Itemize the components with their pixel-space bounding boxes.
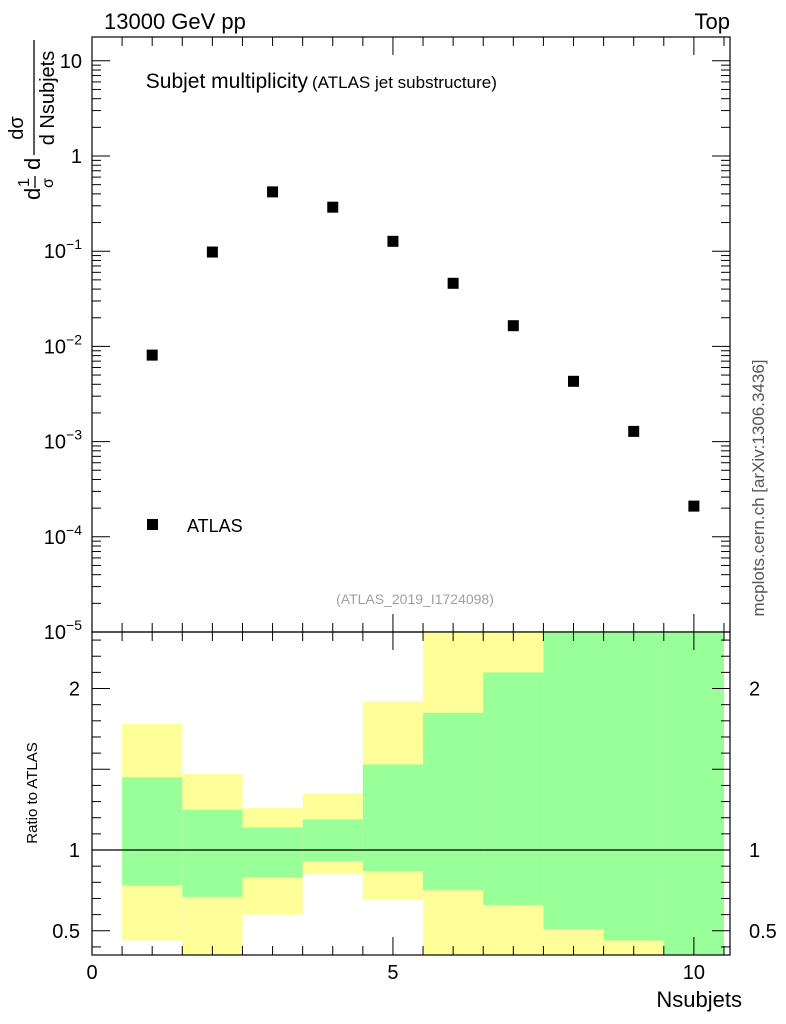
y-tick-label: 10−1 xyxy=(44,236,82,263)
ylabel-d2: d xyxy=(20,158,45,170)
x-tick-label: 0 xyxy=(86,962,97,984)
plot-subtitle: (ATLAS jet substructure) xyxy=(312,73,497,92)
inner-band-bin xyxy=(603,632,664,941)
y-tick-label: 10−5 xyxy=(44,617,82,644)
energy-label: 13000 GeV pp xyxy=(104,9,246,34)
inner-band-bin xyxy=(242,827,303,878)
inner-band-bin xyxy=(483,672,544,905)
legend-marker xyxy=(147,519,158,530)
data-point xyxy=(447,277,459,289)
data-point xyxy=(146,349,158,361)
ylabel-d: d xyxy=(20,188,45,200)
inner-band-bin xyxy=(302,819,363,862)
y-tick-label: 10−3 xyxy=(44,427,82,454)
data-point xyxy=(267,186,279,198)
data-point xyxy=(507,320,519,332)
main-y-axis-label: d 1 σ d dσ d Nsubjets xyxy=(6,40,59,200)
ylabel-one: 1 xyxy=(16,178,33,187)
x-axis-label: Nsubjets xyxy=(656,987,742,1012)
data-point xyxy=(387,235,399,247)
analysis-label: (ATLAS_2019_I1724098) xyxy=(336,591,494,607)
ratio-y-tick-label-right: 1 xyxy=(749,840,760,862)
ratio-axis-ticks: 0.5 0.5 1 1 2 2 0 5 10 xyxy=(52,632,777,984)
top-axis-ticks: 10 1 10−1 10−2 10−3 10−4 10−5 xyxy=(44,37,730,644)
x-tick-label: 10 xyxy=(683,962,705,984)
ratio-panel: 0.5 0.5 1 1 2 2 0 5 10 Ratio to ATLAS Nsubjets xyxy=(24,631,777,1012)
x-tick-label: 5 xyxy=(387,962,398,984)
side-label: mcplots.cern.ch [arXiv:1306.3436] xyxy=(749,359,768,616)
ratio-plot-frame xyxy=(91,631,731,956)
ratio-y-tick-label: 1 xyxy=(69,840,80,862)
data-point xyxy=(628,425,640,437)
ylabel-dsigma: dσ xyxy=(6,116,28,140)
y-tick-label: 10−2 xyxy=(44,331,82,358)
y-tick-label: 10 xyxy=(60,51,82,73)
uncertainty-bands xyxy=(122,632,724,955)
data-point xyxy=(688,500,700,512)
inner-band-bin xyxy=(362,764,424,872)
ratio-y-tick-label: 0.5 xyxy=(52,921,80,943)
data-points xyxy=(146,186,700,512)
ratio-y-tick-label: 2 xyxy=(69,679,80,701)
inner-band-bin xyxy=(122,777,183,886)
ratio-y-tick-label-right: 0.5 xyxy=(749,921,777,943)
main-plot-panel: 10 1 10−1 10−2 10−3 10−4 10−5 Subjet multiplic… xyxy=(6,36,731,644)
plot-title: Subjet multiplicity xyxy=(146,70,309,93)
ylabel-dnsubjets: d Nsubjets xyxy=(37,51,59,146)
y-tick-label: 1 xyxy=(71,146,82,168)
inner-band-bin xyxy=(423,712,484,891)
inner-band-bin xyxy=(543,632,604,930)
main-plot-frame xyxy=(91,36,731,633)
data-point xyxy=(568,375,580,387)
ylabel-sigma: σ xyxy=(40,178,57,188)
data-point xyxy=(327,201,339,213)
process-label: Top xyxy=(695,9,730,34)
ratio-y-tick-label-right: 2 xyxy=(749,679,760,701)
data-point xyxy=(206,246,218,258)
y-tick-label: 10−4 xyxy=(44,522,82,549)
ratio-y-axis-label: Ratio to ATLAS xyxy=(24,742,41,843)
legend-label-atlas: ATLAS xyxy=(187,516,243,536)
inner-band-bin xyxy=(663,632,724,955)
inner-band-bin xyxy=(182,809,243,897)
